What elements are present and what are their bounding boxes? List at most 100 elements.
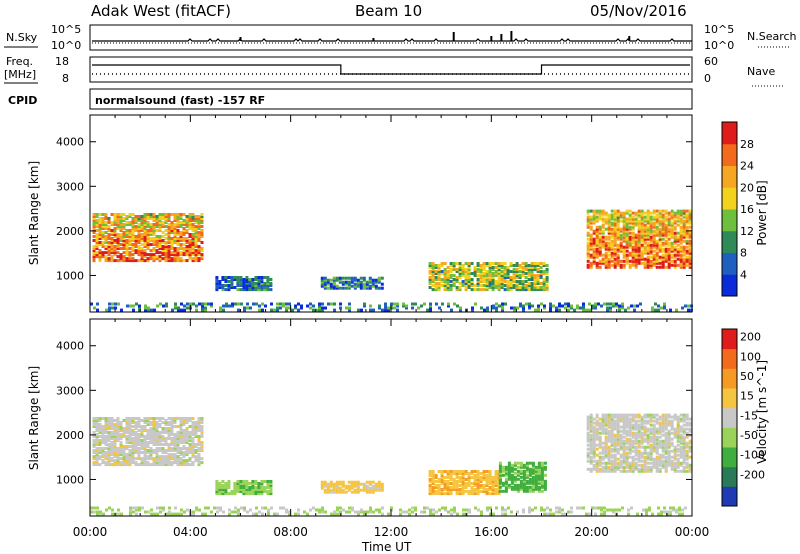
heatmap-cell [443, 274, 447, 277]
heatmap-cell [685, 461, 689, 465]
heatmap-cell [497, 488, 501, 491]
heatmap-cell [516, 469, 520, 473]
heatmap-cell [634, 457, 638, 461]
heatmap-cell [95, 441, 99, 444]
heatmap-cell [592, 441, 596, 445]
heatmap-cell [667, 217, 671, 221]
heatmap-cell [362, 282, 366, 286]
heatmap-cell [191, 437, 195, 440]
heatmap-cell [254, 282, 258, 285]
heatmap-cell [631, 249, 635, 253]
heatmap-cell [255, 302, 258, 306]
heatmap-cell [365, 284, 369, 288]
heatmap-cell [350, 482, 354, 486]
heatmap-cell [92, 451, 96, 454]
heatmap-cell [485, 284, 489, 287]
heatmap-cell [643, 431, 647, 435]
heatmap-cell [411, 306, 414, 310]
heatmap-cell [649, 447, 653, 451]
heatmap-cell [482, 474, 486, 477]
heatmap-cell [595, 413, 599, 417]
heatmap-cell [161, 225, 165, 228]
heatmap-cell [101, 425, 105, 428]
heatmap-cell [179, 437, 183, 440]
heatmap-cell [682, 225, 686, 229]
heatmap-cell [282, 506, 285, 510]
heatmap-cell [613, 435, 617, 439]
heatmap-cell [449, 268, 453, 271]
heatmap-cell [513, 483, 517, 487]
heatmap-cell [658, 453, 662, 457]
heatmap-cell [531, 479, 535, 483]
heatmap-cell [473, 272, 477, 275]
heatmap-cell [458, 484, 462, 487]
velocity-cells [90, 413, 692, 516]
heatmap-cell [467, 284, 471, 287]
heatmap-cell [111, 508, 114, 512]
heatmap-cell [120, 308, 123, 312]
heatmap-cell [144, 510, 147, 514]
heatmap-cell [607, 445, 611, 449]
heatmap-cell [613, 265, 617, 269]
heatmap-cell [646, 211, 650, 215]
heatmap-cell [200, 441, 204, 444]
heatmap-cell [129, 512, 132, 516]
heatmap-cell [510, 485, 514, 489]
heatmap-cell [488, 266, 492, 269]
heatmap-cell [525, 467, 529, 471]
heatmap-cell [676, 463, 680, 467]
heatmap-cell [589, 219, 593, 223]
heatmap-cell [669, 308, 672, 312]
heatmap-cell [661, 463, 665, 467]
heatmap-cell [652, 431, 656, 435]
heatmap-cell [652, 437, 656, 441]
heatmap-cell [227, 492, 231, 496]
heatmap-cell [359, 280, 363, 284]
heatmap-cell [197, 231, 201, 234]
heatmap-cell [688, 259, 692, 263]
heatmap-cell [128, 257, 132, 261]
heatmap-cell [661, 213, 665, 217]
heatmap-cell [640, 451, 644, 455]
heatmap-cell [449, 276, 453, 279]
heatmap-cell [164, 421, 168, 424]
heatmap-cell [326, 286, 330, 290]
heatmap-cell [452, 284, 456, 287]
heatmap-cell [530, 286, 534, 289]
heatmap-cell [682, 227, 686, 231]
heatmap-cell [101, 447, 105, 450]
heatmap-cell [356, 488, 360, 492]
heatmap-cell [158, 459, 162, 463]
heatmap-cell [613, 235, 617, 239]
heatmap-cell [446, 272, 450, 275]
heatmap-cell [368, 490, 372, 494]
heatmap-cell [119, 233, 123, 236]
heatmap-cell [504, 465, 508, 469]
heatmap-cell [628, 443, 632, 447]
heatmap-cell [107, 217, 111, 220]
heatmap-cell [652, 459, 656, 463]
heatmap-cell [685, 231, 689, 235]
heatmap-cell [592, 447, 596, 451]
heatmap-cell [128, 431, 132, 434]
heatmap-cell [612, 508, 615, 512]
heatmap-cell [601, 261, 605, 265]
heatmap-cell [146, 431, 150, 434]
heatmap-cell [528, 467, 532, 471]
heatmap-cell [679, 263, 683, 267]
heatmap-cell [682, 231, 686, 235]
heatmap-cell [131, 419, 135, 422]
heatmap-cell [98, 447, 102, 450]
heatmap-cell [607, 435, 611, 439]
heatmap-cell [155, 459, 159, 463]
heatmap-cell [618, 306, 621, 310]
heatmap-cell [521, 272, 525, 275]
heatmap-cell [661, 247, 665, 251]
heatmap-cell [194, 227, 198, 230]
heatmap-cell [616, 431, 620, 435]
heatmap-cell [170, 253, 174, 257]
heatmap-cell [622, 429, 626, 433]
heatmap-cell [434, 276, 438, 279]
heatmap-cell [414, 508, 417, 512]
heatmap-cell [622, 221, 626, 225]
